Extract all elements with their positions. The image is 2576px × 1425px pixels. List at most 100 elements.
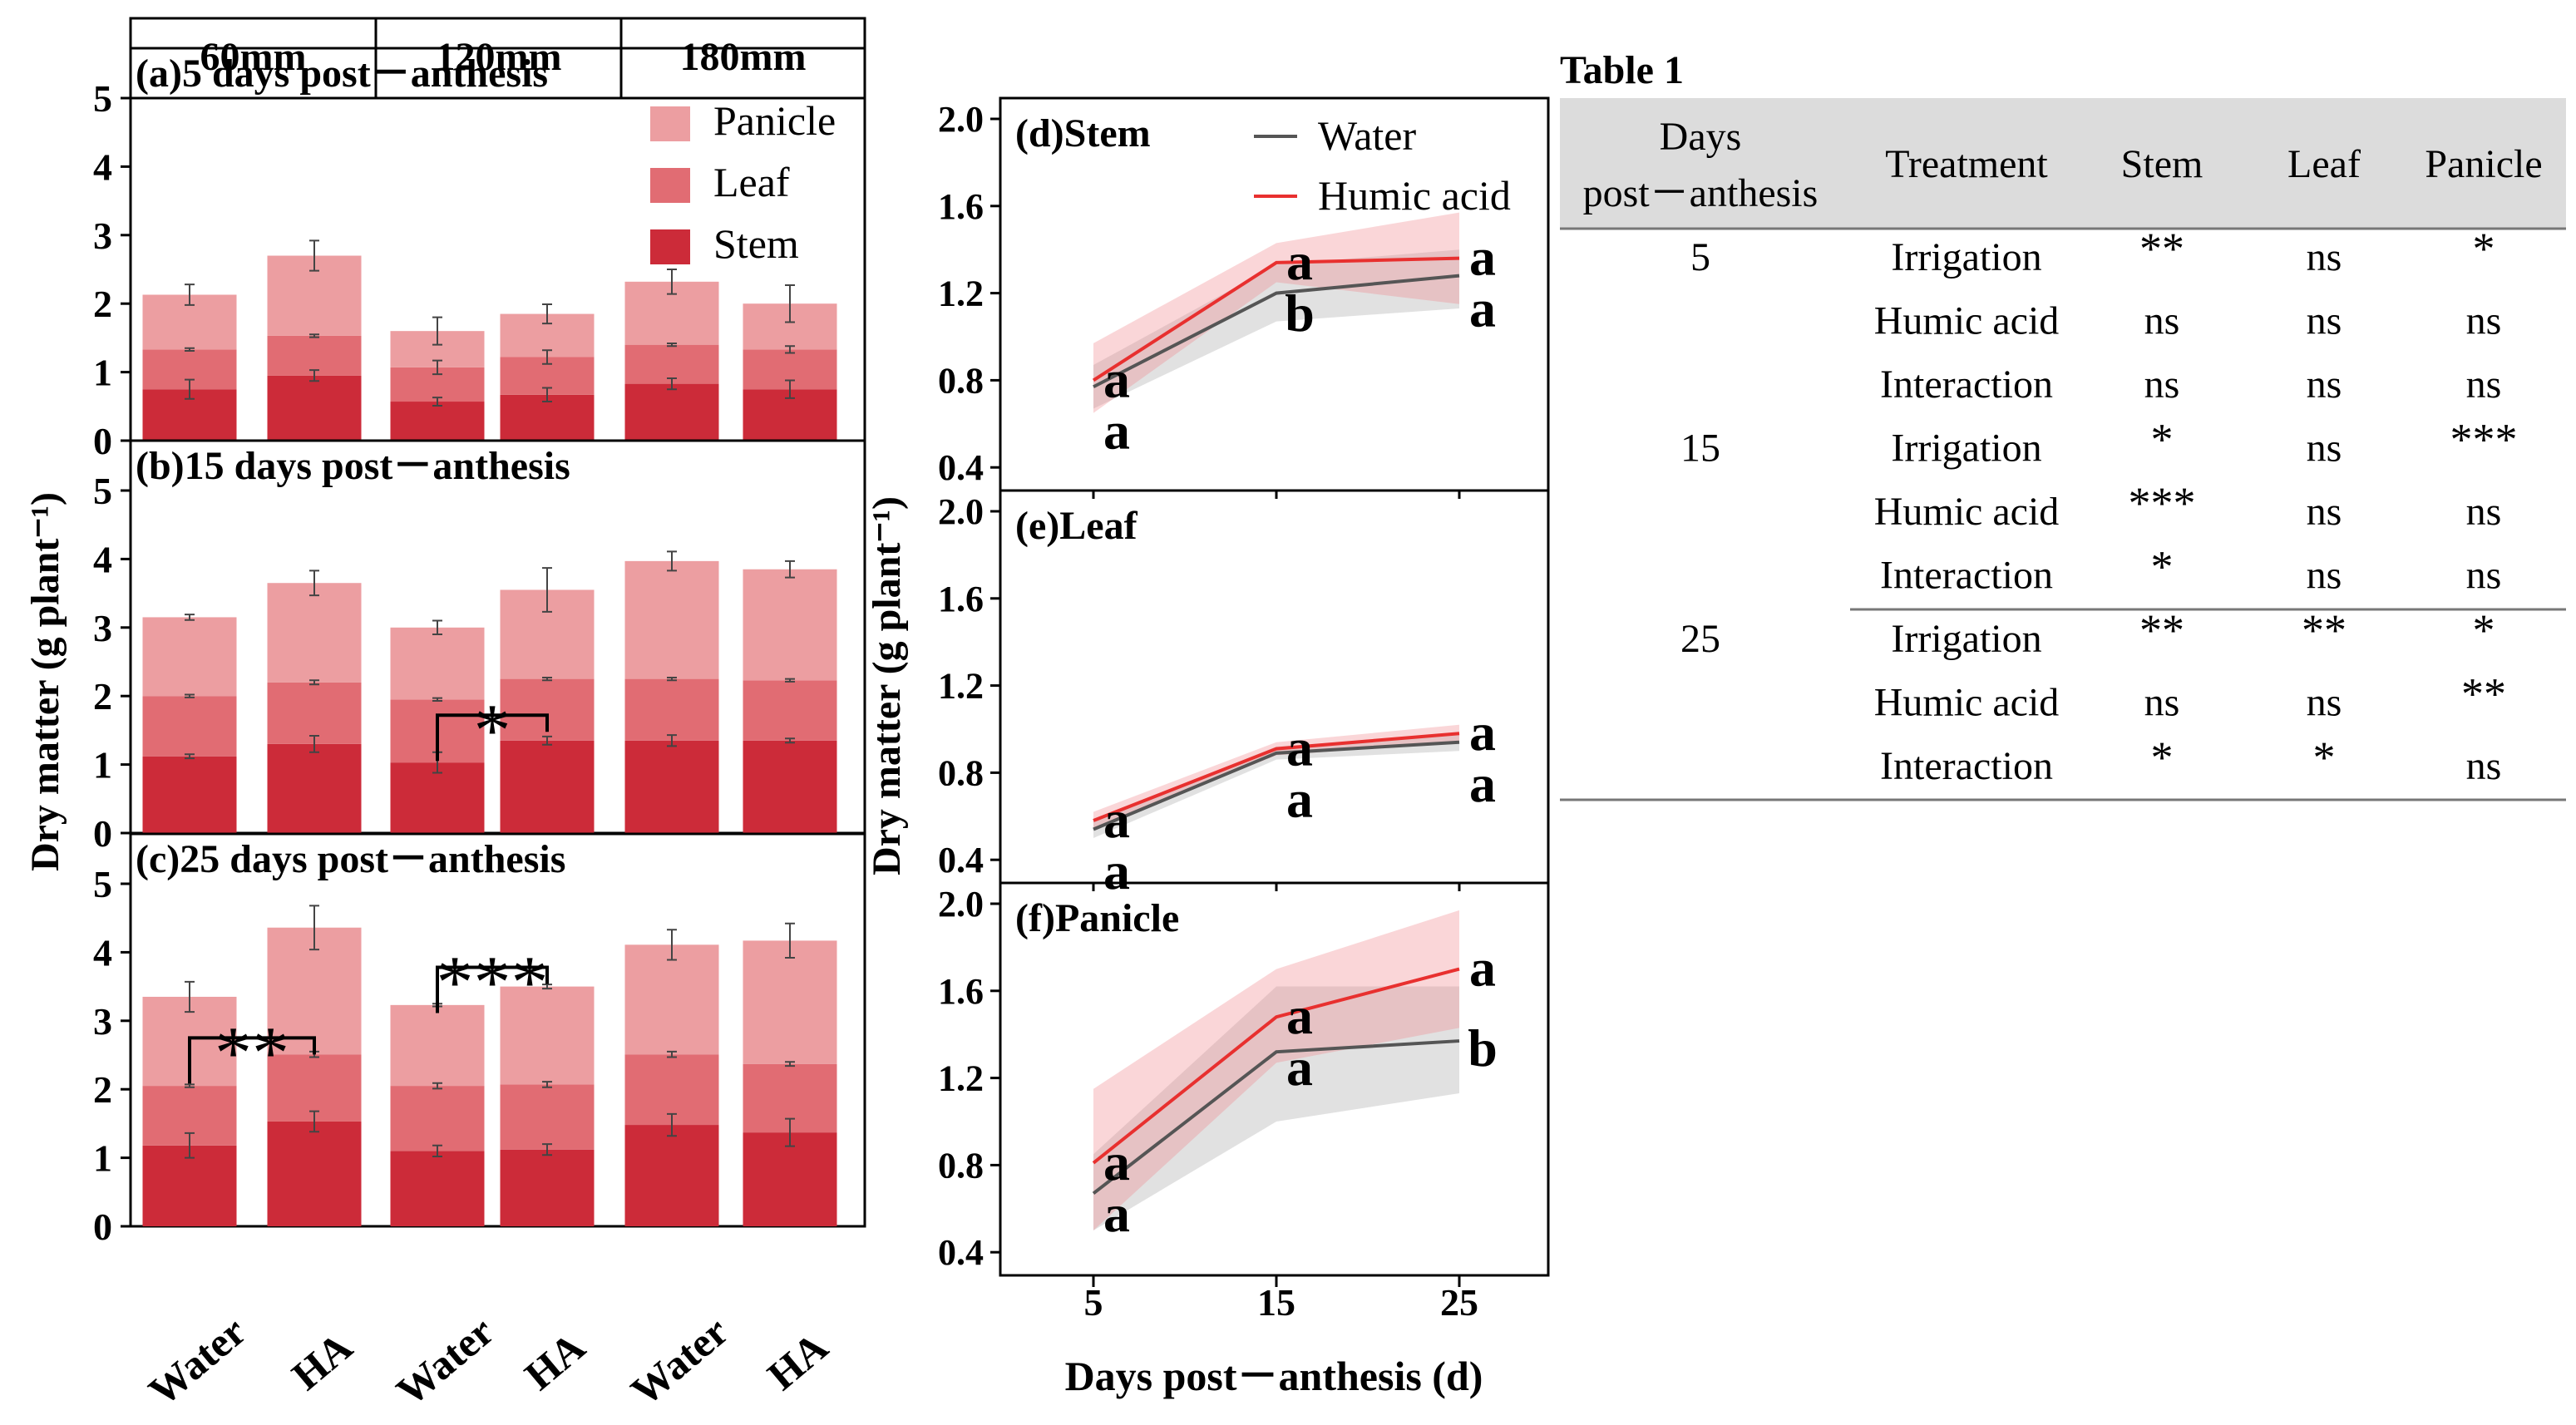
table-cell: *** — [2129, 478, 2196, 528]
y-tick-label: 2 — [93, 1068, 112, 1111]
table-cell: Irrigation — [1891, 427, 2041, 471]
error-bar — [432, 697, 442, 702]
x-category-label: HA — [283, 1323, 360, 1398]
y-tick-label: 0.4 — [938, 1232, 984, 1273]
bar-panel-frame — [129, 832, 866, 1228]
humic-acid-band — [1093, 910, 1459, 1230]
y-tick-label: 2 — [93, 283, 112, 325]
legend-swatch — [650, 168, 690, 203]
error-bar — [667, 1112, 677, 1137]
bar-leaf — [624, 678, 719, 741]
table-cell: ns — [2466, 554, 2502, 598]
table-cell: ns — [2144, 362, 2180, 407]
line-panel-title: (f)Panicle — [1015, 896, 1179, 940]
table-cell: * — [2151, 542, 2174, 592]
error-bar — [667, 1050, 677, 1058]
y-tick-label: 0 — [93, 1206, 112, 1248]
table-cell: ** — [2139, 224, 2184, 274]
significance-letter: b — [1468, 1018, 1498, 1077]
y-tick-label: 4 — [93, 538, 112, 580]
water-line — [1093, 740, 1460, 831]
table-header-bg — [1560, 98, 2566, 229]
error-bar — [785, 284, 795, 323]
significance-bracket — [436, 713, 549, 762]
bar-leaf — [267, 682, 362, 744]
table-cell: ** — [2302, 605, 2347, 655]
bar-header-label: 120mm — [436, 35, 562, 79]
y-tick-label: 1 — [93, 1137, 112, 1180]
table-cell: ** — [2461, 669, 2506, 719]
significance-letter: a — [1103, 790, 1130, 849]
table-cell: ** — [2139, 605, 2184, 655]
bar-stem — [500, 740, 595, 833]
table-title: Table 1 — [1560, 48, 1684, 92]
error-bar — [785, 737, 795, 744]
y-tick-label: 4 — [93, 931, 112, 974]
error-bar — [785, 1117, 795, 1147]
error-bar — [667, 377, 677, 391]
y-tick-label: 2.0 — [938, 99, 984, 140]
bar-stem — [267, 375, 362, 441]
error-bar — [785, 345, 795, 354]
table-cell: ns — [2307, 681, 2342, 725]
bar-panicle — [624, 944, 719, 1055]
table-header-cell: Leaf — [2287, 142, 2361, 186]
significance-bracket — [188, 1036, 316, 1084]
bar-leaf — [743, 680, 837, 741]
error-bar — [432, 316, 442, 346]
error-bar — [185, 347, 195, 353]
error-bar — [785, 1061, 795, 1068]
y-tick-label: 3 — [93, 607, 112, 649]
significance-label: ** — [215, 1012, 289, 1094]
error-bar — [785, 922, 795, 959]
significance-letter: a — [1103, 1184, 1130, 1243]
bar-stem — [500, 1149, 595, 1226]
x-category-label: Water — [387, 1308, 502, 1415]
table-cell: * — [2151, 732, 2174, 782]
bar-leaf — [142, 696, 237, 757]
error-bar — [785, 560, 795, 579]
humic-acid-line — [1092, 967, 1460, 1165]
y-axis-label: Dry matter (g plant⁻¹) — [865, 496, 909, 875]
error-bar — [542, 984, 552, 990]
legend-label: Water — [1318, 112, 1416, 159]
significance-letter: a — [1103, 1132, 1130, 1191]
error-bar — [432, 1082, 442, 1090]
x-tick-label: 15 — [1257, 1281, 1295, 1324]
bar-leaf — [624, 344, 719, 384]
legend-label: Panicle — [713, 97, 836, 144]
bar-stem — [142, 1145, 237, 1226]
legend-label: Stem — [713, 220, 799, 267]
table-cell: Irrigation — [1891, 617, 2041, 661]
significance-letter: a — [1469, 228, 1496, 287]
error-bar — [542, 349, 552, 365]
y-tick-label: 1.6 — [938, 186, 984, 227]
y-tick-label: 5 — [93, 863, 112, 905]
y-tick-label: 0.4 — [938, 840, 984, 880]
bar-panicle — [500, 986, 595, 1085]
legend-label: Leaf — [713, 159, 790, 205]
significance-letter: a — [1286, 770, 1313, 829]
error-bar — [542, 1081, 552, 1088]
bar-panel-title: (b)15 days post－anthesis — [136, 444, 570, 488]
error-bar — [785, 379, 795, 399]
bar-stem — [142, 756, 237, 833]
table-cell: ns — [2307, 299, 2342, 343]
error-bar — [309, 570, 319, 597]
significance-letter: a — [1286, 232, 1313, 291]
table-cell: ns — [2307, 235, 2342, 279]
significance-letter: a — [1103, 349, 1130, 408]
error-bar — [667, 550, 677, 572]
bar-header-label: 60mm — [200, 35, 307, 79]
y-tick-label: 2.0 — [938, 884, 984, 925]
table-cell: * — [2313, 732, 2336, 782]
significance-label: *** — [437, 942, 549, 1024]
y-tick-label: 1.6 — [938, 971, 984, 1012]
water-band — [1093, 249, 1459, 409]
table-cell: Humic acid — [1874, 490, 2060, 534]
table-cell: ns — [2466, 362, 2502, 407]
y-tick-label: 2 — [93, 675, 112, 717]
significance-label: * — [474, 689, 511, 772]
x-axis-label: Days post－anthesis (d) — [1065, 1353, 1483, 1399]
y-tick-label: 5 — [93, 470, 112, 512]
